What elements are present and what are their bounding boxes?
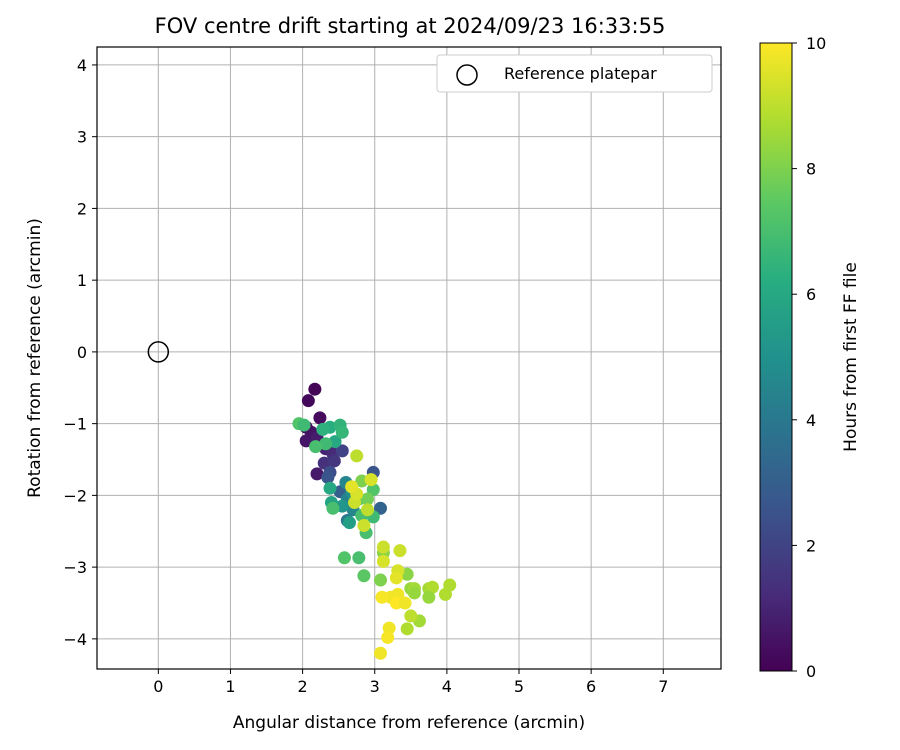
data-point <box>374 573 388 587</box>
data-point <box>361 503 375 517</box>
x-tick-label: 3 <box>370 677 380 696</box>
colorbar: 0 2 4 6 8 10 Hours from first FF file <box>759 34 861 681</box>
data-point <box>398 596 412 610</box>
colorbar-tick-label: 4 <box>806 411 816 430</box>
data-point <box>335 444 349 458</box>
legend-marker <box>456 64 478 86</box>
data-points <box>292 382 457 660</box>
data-point <box>297 418 311 432</box>
data-point <box>345 480 359 494</box>
data-point <box>313 411 327 425</box>
x-tick-label: 6 <box>586 677 596 696</box>
data-point <box>443 578 457 592</box>
y-tick-labels: −4 −3 −2 −1 0 1 2 3 4 <box>63 56 97 649</box>
x-tick-label: 5 <box>514 677 524 696</box>
y-tick-label: 1 <box>77 271 87 290</box>
data-point <box>335 425 349 439</box>
data-point <box>425 580 439 594</box>
x-tick-label: 4 <box>442 677 452 696</box>
x-axis-label: Angular distance from reference (arcmin) <box>233 713 585 733</box>
data-point <box>299 434 313 448</box>
y-tick-label: −1 <box>63 415 87 434</box>
data-point <box>326 501 340 515</box>
colorbar-gradient <box>759 42 793 672</box>
x-tick-label: 2 <box>298 677 308 696</box>
data-point <box>376 554 390 568</box>
y-tick-label: −4 <box>63 630 87 649</box>
data-point <box>350 449 364 463</box>
data-point <box>323 481 337 495</box>
data-point <box>407 586 421 600</box>
colorbar-tick-label: 10 <box>806 34 826 53</box>
colorbar-label: Hours from first FF file <box>841 262 861 452</box>
data-point <box>309 440 323 454</box>
grid-lines <box>97 47 721 669</box>
data-point <box>319 437 333 451</box>
x-tick-label: 7 <box>658 677 668 696</box>
y-tick-label: −2 <box>63 486 87 505</box>
data-point <box>404 609 418 623</box>
x-tick-labels: 0 1 2 3 4 5 6 7 <box>153 669 668 696</box>
y-tick-label: 4 <box>77 56 87 75</box>
data-point <box>389 571 403 585</box>
data-point <box>316 422 330 436</box>
data-point <box>308 382 322 396</box>
x-tick-label: 0 <box>153 677 163 696</box>
data-point <box>317 456 331 470</box>
data-point <box>321 470 335 484</box>
data-point <box>357 569 371 583</box>
colorbar-tick-label: 0 <box>806 662 816 681</box>
data-point <box>301 394 315 408</box>
data-point <box>366 483 380 497</box>
data-point <box>364 473 378 487</box>
data-point <box>374 646 388 660</box>
data-point <box>342 516 356 530</box>
data-point <box>352 551 366 565</box>
data-point <box>381 630 395 644</box>
legend-label: Reference platepar <box>504 64 657 83</box>
data-point <box>375 590 389 604</box>
y-tick-label: 2 <box>77 199 87 218</box>
y-tick-label: 0 <box>77 343 87 362</box>
colorbar-ticks: 0 2 4 6 8 10 <box>792 34 826 681</box>
data-point <box>393 544 407 558</box>
data-point <box>327 454 341 468</box>
data-point <box>376 540 390 554</box>
y-tick-label: 3 <box>77 128 87 147</box>
data-point <box>357 519 371 533</box>
data-point <box>374 501 388 515</box>
y-tick-label: −3 <box>63 558 87 577</box>
x-tick-label: 1 <box>225 677 235 696</box>
chart-title: FOV centre drift starting at 2024/09/23 … <box>155 14 666 38</box>
legend-box <box>436 54 713 93</box>
data-point <box>422 590 436 604</box>
y-axis-label: Rotation from reference (arcmin) <box>25 218 45 498</box>
legend: Reference platepar <box>436 54 713 93</box>
plot-frame <box>96 46 722 670</box>
data-point <box>337 551 351 565</box>
colorbar-tick-label: 2 <box>806 536 816 555</box>
colorbar-tick-label: 6 <box>806 285 816 304</box>
data-point <box>361 492 375 506</box>
data-point <box>400 622 414 636</box>
reference-platepar-marker <box>147 341 170 363</box>
data-point <box>310 467 324 481</box>
colorbar-tick-label: 8 <box>806 160 816 179</box>
